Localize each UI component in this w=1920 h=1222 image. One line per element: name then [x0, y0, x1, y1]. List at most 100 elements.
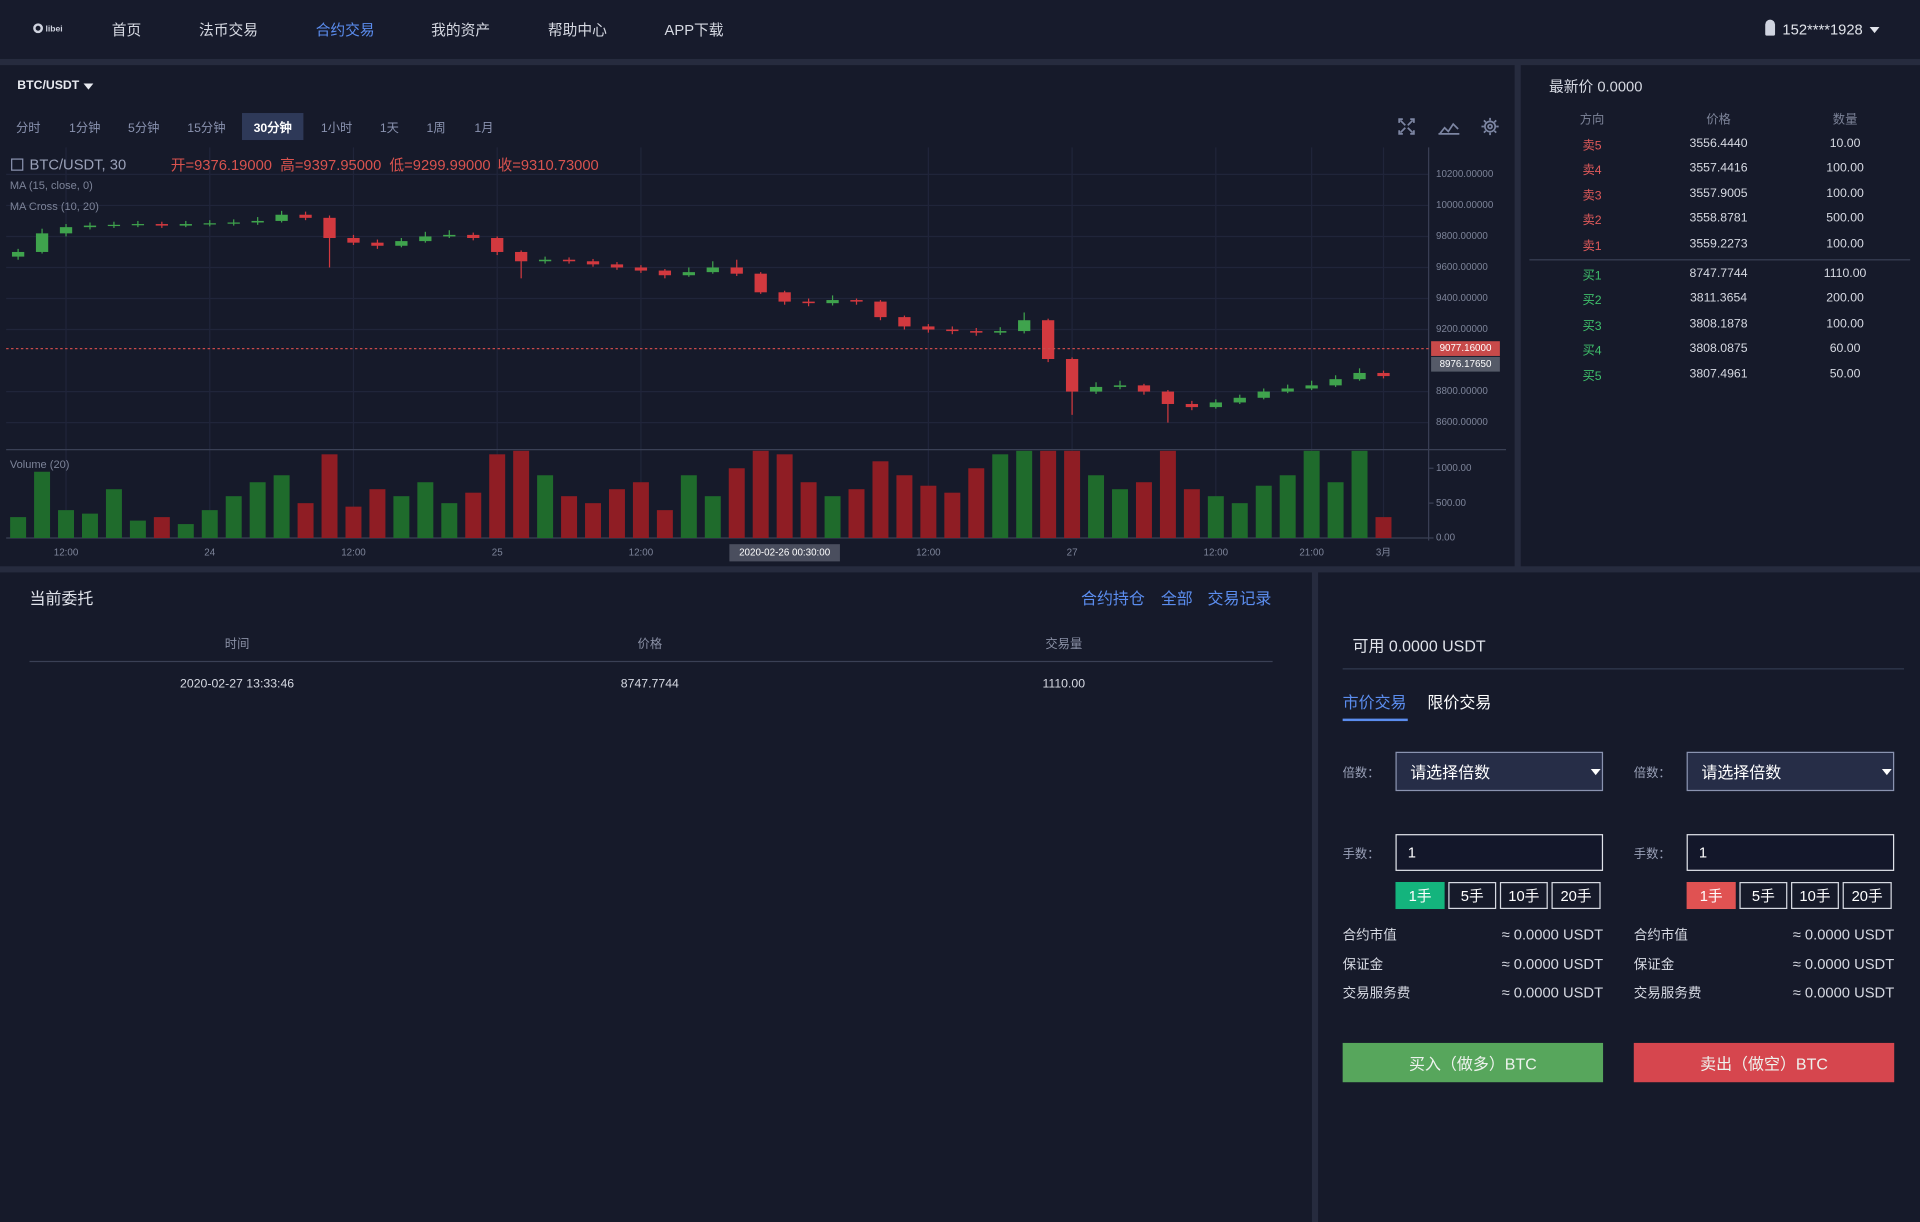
book-cell: 3808.1878 [1689, 317, 1748, 331]
lot-button[interactable] [1448, 881, 1497, 910]
lot-button[interactable] [1395, 881, 1445, 910]
volume-bar [896, 475, 913, 539]
volume-bar [513, 450, 530, 539]
tab-underline [1342, 718, 1408, 722]
y-tick-label: 10000.00000 [1436, 200, 1494, 211]
caret [1869, 27, 1880, 34]
book-header: 数量 [1832, 113, 1858, 128]
user-name[interactable]: 152****1928 [1782, 20, 1863, 39]
nav-item[interactable]: 帮助中心 [547, 21, 607, 39]
interval-button[interactable]: 分时 [15, 122, 41, 136]
nav-item[interactable]: 合约交易 [315, 21, 375, 39]
volume-bar [1088, 475, 1105, 539]
candle-body [11, 251, 25, 257]
nav-bar [0, 0, 1920, 59]
candle-body [1041, 320, 1055, 360]
interval-button[interactable]: 1周 [426, 122, 446, 136]
orders-link[interactable]: 全部 [1160, 589, 1193, 608]
trade-tab[interactable]: 市价交易 [1342, 693, 1407, 712]
volume-bar [1135, 482, 1152, 539]
candle-body [898, 317, 911, 327]
candle-body [1185, 403, 1199, 408]
lot-button-label[interactable]: 1手 [1699, 887, 1723, 905]
interval-button[interactable]: 30分钟 [253, 122, 292, 136]
interval-button[interactable]: 1月 [474, 122, 494, 136]
candle-body [251, 220, 264, 223]
lot-button-label[interactable]: 10手 [1799, 887, 1831, 905]
lots-value[interactable]: 1 [1698, 843, 1708, 862]
trade-tab[interactable]: 限价交易 [1427, 693, 1492, 712]
action-button[interactable] [1342, 1042, 1604, 1083]
interval-button[interactable]: 1天 [379, 122, 399, 136]
volume-bar [1303, 450, 1320, 539]
ohlc-value: 高=9397.95000 [280, 156, 382, 174]
ohlc-value: 收=9310.73000 [497, 156, 599, 174]
interval-button[interactable]: 1分钟 [69, 122, 101, 136]
leverage-placeholder[interactable]: 请选择倍数 [1410, 763, 1491, 782]
book-cell: 买5 [1582, 369, 1602, 384]
orders-link[interactable]: 交易记录 [1207, 589, 1272, 608]
lot-button-label[interactable]: 5手 [1460, 887, 1484, 905]
candle-body [155, 224, 168, 226]
book-cell: 3557.9005 [1689, 187, 1748, 201]
lots-input[interactable] [1395, 834, 1604, 871]
nav-item[interactable]: 首页 [111, 21, 142, 39]
volume-bar [249, 482, 266, 539]
action-label[interactable]: 买入（做多）BTC [1408, 1054, 1537, 1074]
trade-divider [1342, 668, 1905, 670]
kline-chart: 10200.00000 10000.00000 9800.00000 9600.000… [6, 147, 1507, 562]
volume-bar [824, 496, 841, 539]
volume-bar [1159, 450, 1176, 539]
leverage-select[interactable] [1686, 751, 1895, 792]
info-label: 交易服务费 [1342, 986, 1411, 1002]
lot-button-label[interactable]: 10手 [1508, 887, 1540, 905]
interval-button[interactable]: 1小时 [320, 122, 353, 136]
lot-button[interactable] [1686, 881, 1736, 910]
book-header: 方向 [1579, 113, 1605, 128]
lot-button[interactable] [1499, 881, 1548, 910]
leverage-placeholder[interactable]: 请选择倍数 [1701, 763, 1782, 782]
nav-item[interactable]: 法币交易 [198, 21, 258, 39]
volume-bar [81, 513, 98, 539]
info-value: ≈ 0.0000 USDT [1792, 926, 1895, 944]
lot-button-label[interactable]: 20手 [1560, 887, 1592, 905]
lot-button[interactable] [1739, 881, 1788, 910]
lot-button-label[interactable]: 20手 [1851, 887, 1883, 905]
chart-tools[interactable] [1395, 115, 1506, 137]
last-price-tag [1431, 341, 1500, 356]
cursor-price-label: 8976.17650 [1440, 359, 1492, 370]
nav-item[interactable]: 我的资产 [431, 21, 491, 39]
candle-body [1209, 402, 1222, 408]
candle-body [706, 267, 719, 273]
x-tick-label: 12:00 [629, 547, 654, 558]
x-tick-label: 12:00 [341, 547, 366, 558]
pair-selector[interactable]: BTC/USDT [17, 79, 80, 93]
candle-body [467, 234, 480, 239]
lots-value[interactable]: 1 [1407, 843, 1416, 862]
orders-header: 交易量 [1045, 638, 1083, 652]
volume-bar [369, 489, 386, 539]
lot-button-label[interactable]: 5手 [1751, 887, 1775, 905]
candle-body [1233, 397, 1246, 403]
caret [83, 83, 94, 90]
nav-item[interactable]: APP下载 [664, 21, 724, 39]
user-icon[interactable] [1765, 19, 1776, 36]
lot-button-label[interactable]: 1手 [1408, 887, 1432, 905]
info-label: 合约市值 [1342, 928, 1397, 944]
book-cell: 500.00 [1826, 212, 1864, 226]
orders-link[interactable]: 合约持仓 [1080, 589, 1145, 608]
candle-body [1305, 385, 1318, 389]
interval-button[interactable]: 15分钟 [187, 122, 226, 136]
lot-button[interactable] [1791, 881, 1839, 910]
x-tick-label: 25 [492, 547, 503, 558]
action-button[interactable] [1633, 1042, 1895, 1083]
lot-button[interactable] [1842, 881, 1892, 910]
leverage-select[interactable] [1395, 751, 1604, 792]
lot-button[interactable] [1551, 881, 1601, 910]
candle-body [1065, 359, 1079, 392]
lots-input[interactable] [1686, 834, 1895, 871]
ohlc-value: 低=9299.99000 [389, 156, 491, 174]
book-cell: 100.00 [1826, 162, 1864, 176]
action-label[interactable]: 卖出（做空）BTC [1700, 1054, 1828, 1074]
interval-button[interactable]: 5分钟 [128, 122, 160, 136]
